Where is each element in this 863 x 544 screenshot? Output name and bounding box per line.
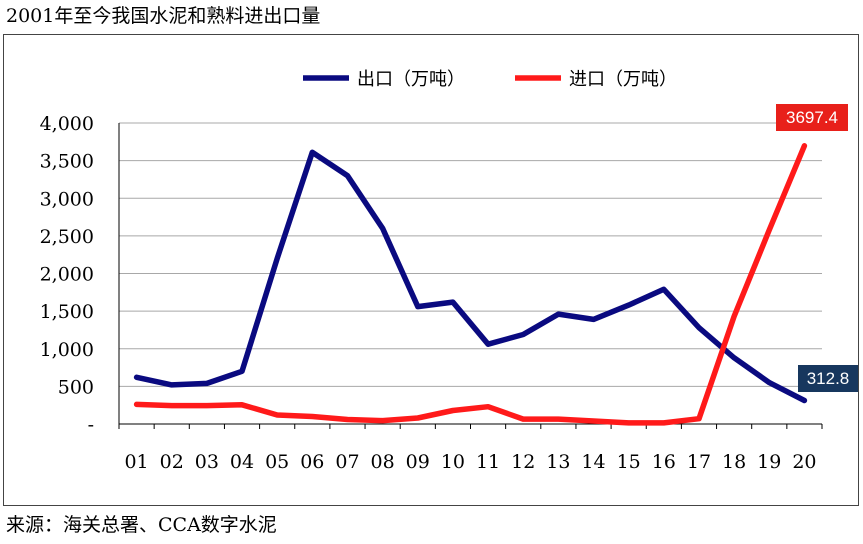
x-tick-label: 06 — [300, 451, 324, 473]
x-tick-label: 02 — [160, 451, 184, 473]
source-note: 来源：海关总署、CCA数字水泥 — [6, 514, 277, 536]
data-label-box — [776, 104, 848, 131]
x-tick-label: 11 — [476, 451, 500, 473]
x-tick-label: 09 — [406, 451, 430, 473]
series-line-1 — [133, 149, 808, 404]
x-tick-label: 18 — [722, 451, 746, 473]
x-tick-label: 03 — [195, 451, 219, 473]
y-tick-label: 1,500 — [40, 301, 94, 323]
x-tick-label: 15 — [617, 451, 641, 473]
y-tick-label: 500 — [58, 376, 94, 398]
data-label-box — [798, 365, 858, 392]
data-label: 312.8 — [807, 369, 850, 388]
chart-title: 2001年至今我国水泥和熟料进出口量 — [6, 5, 321, 27]
x-tick-label: 05 — [265, 451, 289, 473]
series-line-2 — [133, 143, 808, 426]
x-tick-label: 16 — [652, 451, 676, 473]
x-tick-label: 08 — [371, 451, 395, 473]
x-tick-label: 17 — [687, 451, 711, 473]
y-tick-label: 2,000 — [40, 264, 94, 286]
x-tick-label: 19 — [757, 451, 781, 473]
chart-frame — [3, 34, 859, 506]
legend-label: 出口（万吨） — [357, 69, 465, 90]
x-tick-label: 20 — [792, 451, 816, 473]
x-tick-label: 13 — [546, 451, 570, 473]
y-tick-label: 3,500 — [40, 151, 94, 173]
x-tick-label: 04 — [230, 451, 254, 473]
x-tick-label: 10 — [441, 451, 465, 473]
legend-label: 进口（万吨） — [569, 69, 677, 90]
y-tick-label: 4,000 — [40, 113, 94, 135]
y-tick-label: 2,500 — [40, 226, 94, 248]
data-label: 3697.4 — [786, 108, 838, 127]
x-tick-label: 14 — [581, 451, 605, 473]
y-tick-label: - — [88, 414, 94, 436]
x-tick-label: 01 — [124, 451, 148, 473]
x-tick-label: 07 — [335, 451, 359, 473]
y-tick-label: 1,000 — [40, 339, 94, 361]
x-tick-label: 12 — [511, 451, 535, 473]
y-tick-label: 3,000 — [40, 188, 94, 210]
